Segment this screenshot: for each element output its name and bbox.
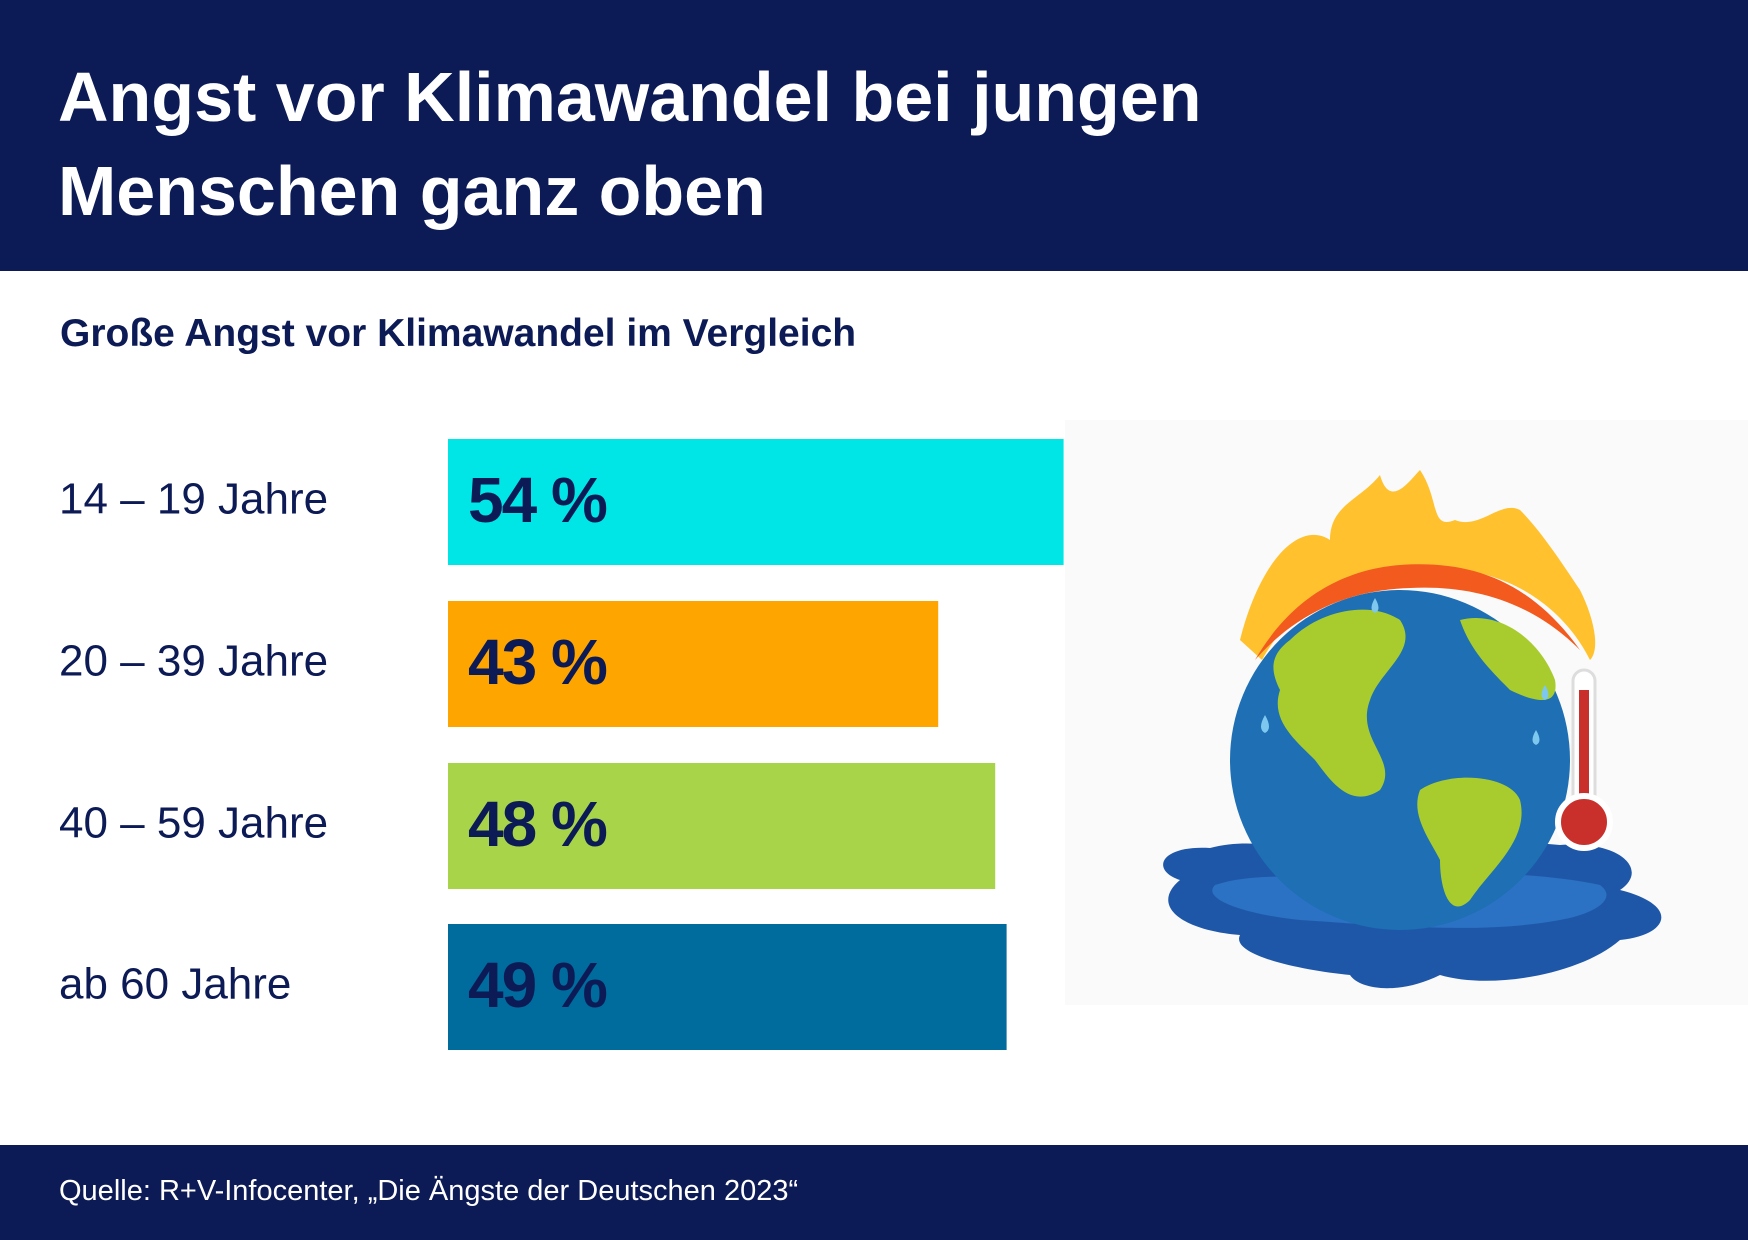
- chart-subtitle: Große Angst vor Klimawandel im Vergleich: [60, 312, 857, 355]
- source-note: Quelle: R+V-Infocenter, „Die Ängste der …: [59, 1175, 799, 1207]
- value-label: 43 %: [468, 626, 607, 698]
- bar: [448, 601, 939, 727]
- value-label: 54 %: [468, 464, 607, 536]
- category-label: 14 – 19 Jahre: [59, 475, 328, 524]
- bar: [448, 763, 996, 889]
- category-label: ab 60 Jahre: [59, 960, 291, 1009]
- value-label: 49 %: [468, 949, 607, 1021]
- illustration: [1065, 420, 1748, 1005]
- bar: [448, 439, 1064, 565]
- header: Angst vor Klimawandel bei jungen Mensche…: [0, 0, 1748, 271]
- category-label: 20 – 39 Jahre: [59, 637, 328, 686]
- value-label: 48 %: [468, 788, 607, 860]
- chart: 14 – 19 Jahre 54 % 20 – 39 Jahre 43 % 40 – 5…: [59, 420, 1748, 1050]
- chart-title: Angst vor Klimawandel bei jungen Mensche…: [58, 58, 1202, 230]
- category-label: 40 – 59 Jahre: [59, 799, 328, 848]
- footer: Quelle: R+V-Infocenter, „Die Ängste der …: [0, 1145, 1748, 1240]
- bar: [448, 924, 1007, 1050]
